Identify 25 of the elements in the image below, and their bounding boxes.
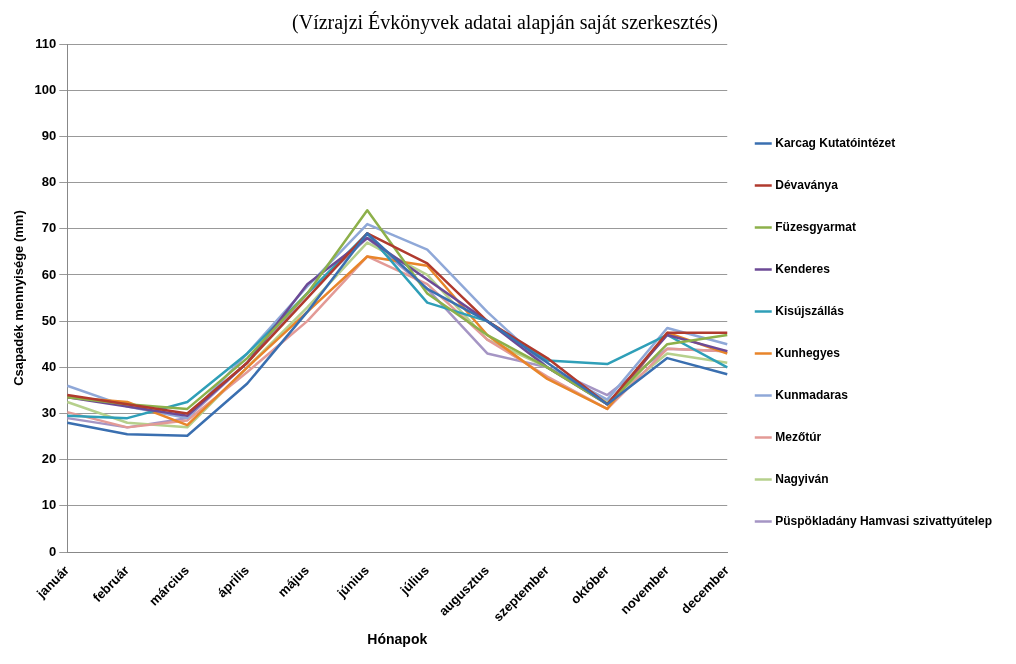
y-tick-label: 70	[41, 220, 57, 236]
legend-label: Kunhegyes	[775, 345, 841, 360]
y-tick-label: 40	[41, 358, 57, 374]
legend-label: Kenderes	[775, 261, 831, 276]
y-tick-label: 30	[41, 405, 57, 421]
legend-label: Kisújszállás	[775, 303, 845, 318]
legend-label: Karcag Kutatóintézet	[775, 135, 896, 150]
legend-label: Kunmadaras	[775, 387, 849, 402]
chart-subtitle: (Vízrajzi Évkönyvek adatai alapján saját szerkesztés)	[292, 11, 718, 35]
x-axis-title: Hónapok	[367, 631, 428, 648]
legend-label: Füzesgyarmat	[775, 219, 856, 234]
y-tick-label: 60	[41, 266, 57, 282]
y-tick-label: 50	[41, 312, 57, 328]
y-tick-label: 110	[35, 35, 57, 51]
y-tick-label: 10	[41, 497, 57, 513]
y-tick-label: 90	[41, 127, 57, 143]
legend-label: Püspökladány Hamvasi szivattyútelep	[775, 513, 992, 528]
y-tick-label: 0	[49, 543, 57, 559]
y-tick-label: 80	[41, 174, 57, 190]
legend-label: Nagyiván	[775, 471, 829, 486]
y-tick-label: 100	[34, 81, 57, 97]
legend-label: Dévaványa	[775, 177, 839, 192]
y-tick-label: 20	[41, 451, 57, 467]
y-axis-title: Csapadék mennyisége (mm)	[11, 210, 27, 386]
legend-label: Mezőtúr	[775, 429, 822, 444]
